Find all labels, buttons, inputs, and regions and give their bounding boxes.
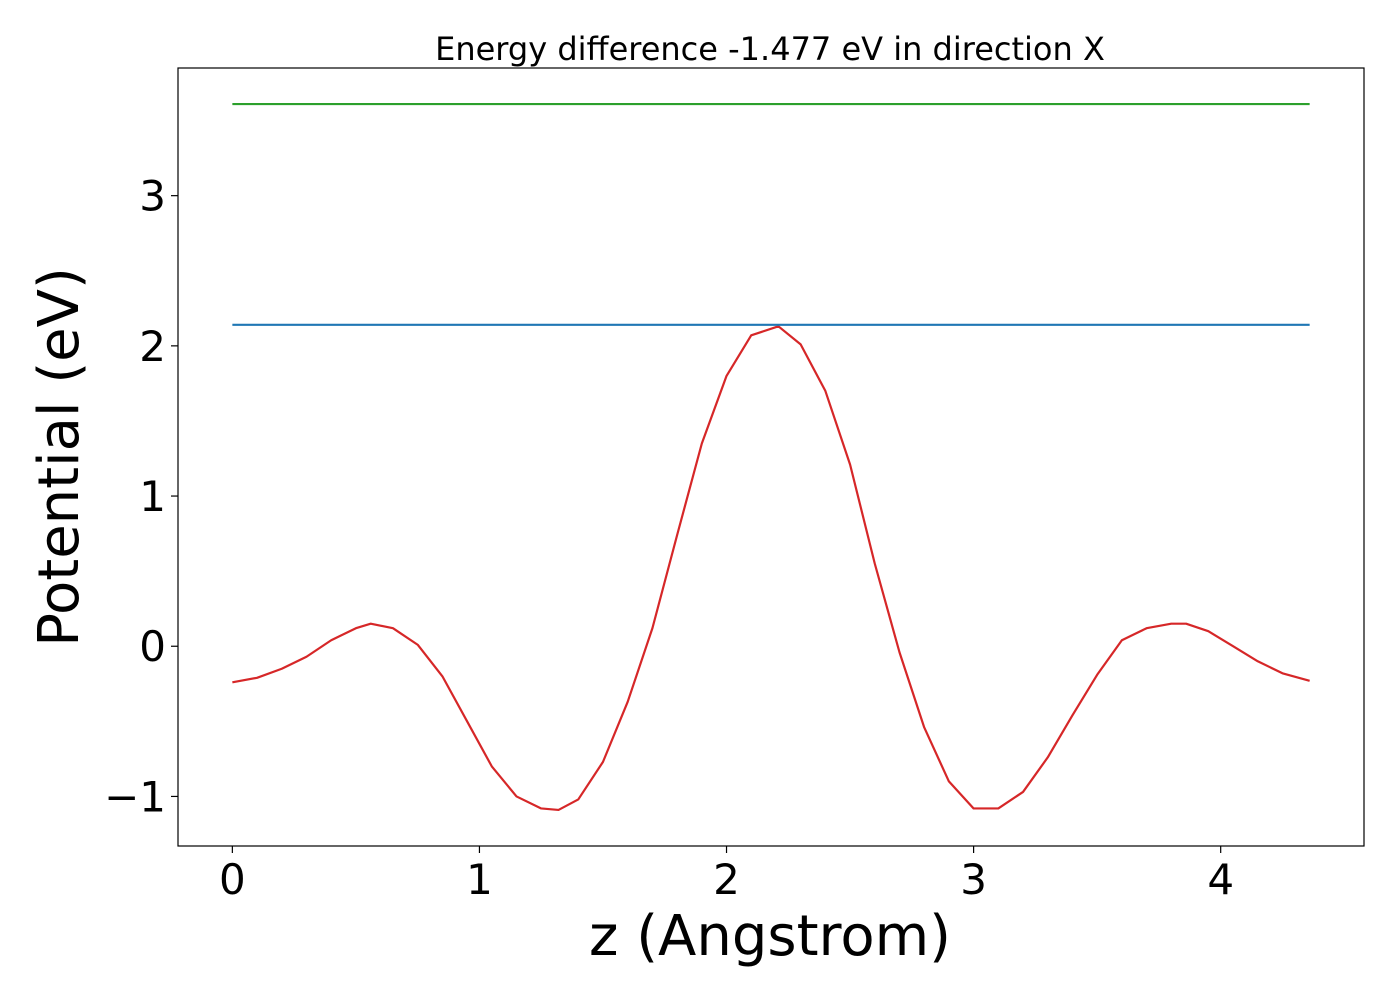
series-layer	[232, 102, 1310, 812]
plot-area-frame	[177, 67, 1365, 847]
y-tick-label: −1	[104, 772, 166, 821]
y-tick-label: 3	[139, 172, 166, 221]
y-tick-label: 0	[139, 622, 166, 671]
chart-title: Energy difference -1.477 eV in direction…	[435, 30, 1105, 68]
series-line-0	[232, 325, 1310, 812]
y-tick-label: 1	[139, 472, 166, 521]
x-tick-label: 1	[466, 855, 493, 904]
x-tick-label: 3	[960, 855, 987, 904]
x-tick-label: 4	[1207, 855, 1234, 904]
x-axis: 0 1 2 3 4	[219, 846, 1234, 904]
x-tick-label: 2	[713, 855, 740, 904]
x-tick-label: 0	[219, 855, 246, 904]
y-axis-label: Potential (eV)	[27, 267, 92, 647]
x-axis-label: z (Angstrom)	[589, 904, 951, 969]
y-tick-label: 2	[139, 322, 166, 371]
y-axis: −1 0 1 2 3	[104, 172, 178, 821]
